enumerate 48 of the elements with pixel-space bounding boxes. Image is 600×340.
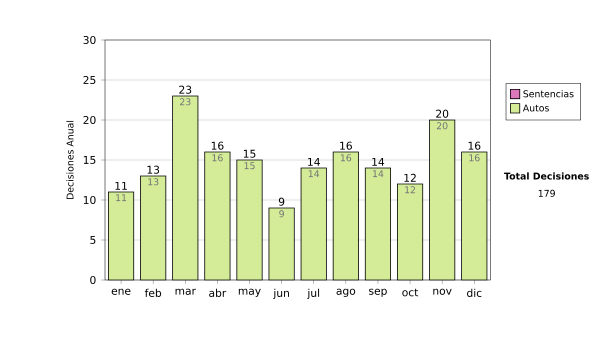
data-label: 16 xyxy=(340,154,352,162)
text: 179 xyxy=(538,190,555,197)
data-label: 15 xyxy=(244,162,255,170)
total-label: 20 xyxy=(436,110,448,118)
data-label: 23 xyxy=(180,98,190,106)
x-tick-label: may xyxy=(238,288,261,297)
data-label: 14 xyxy=(308,170,320,178)
total-label: 11 xyxy=(115,182,127,190)
data-label: 9 xyxy=(279,210,284,218)
total-label: 13 xyxy=(148,166,160,174)
y-tick-label: 10 xyxy=(84,196,96,204)
total-label: 16 xyxy=(468,142,480,150)
y-tick-label: 0 xyxy=(90,276,96,284)
data-label: 13 xyxy=(148,178,158,186)
total-label: 12 xyxy=(404,174,416,182)
x-tick-label: ago xyxy=(336,288,356,297)
total-label: 14 xyxy=(308,158,320,166)
y-tick-label: 15 xyxy=(84,156,96,164)
x-tick-label: ene xyxy=(112,288,130,295)
x-tick-label: jun xyxy=(273,288,289,300)
data-label: 11 xyxy=(116,194,126,202)
y-axis-title: Decisiones Anual xyxy=(66,120,74,199)
x-tick-label: feb xyxy=(144,288,162,297)
data-label: 16 xyxy=(469,154,480,162)
x-tick-label: mar xyxy=(176,288,196,295)
total-label: 14 xyxy=(372,158,384,166)
data-label: 12 xyxy=(405,186,416,194)
total-label: 23 xyxy=(179,86,192,94)
text: Total Decisiones xyxy=(504,172,589,180)
total-label: 15 xyxy=(244,150,256,158)
y-tick-label: 5 xyxy=(90,236,96,244)
legend-label: Sentencias xyxy=(523,90,574,98)
data-label: 20 xyxy=(436,122,448,130)
y-tick-label: 20 xyxy=(83,116,96,124)
x-tick-label: abr xyxy=(209,288,226,297)
y-tick-label: 30 xyxy=(84,36,96,44)
x-tick-label: jul xyxy=(307,288,320,300)
total-label: 16 xyxy=(340,142,352,150)
x-tick-label: nov xyxy=(433,288,452,295)
total-label: 9 xyxy=(278,198,284,206)
legend-label: Autos xyxy=(522,104,549,112)
data-label: 16 xyxy=(212,154,223,162)
total-label: 16 xyxy=(212,142,224,150)
x-tick-label: dic xyxy=(467,288,482,297)
y-tick-label: 25 xyxy=(83,76,96,84)
x-tick-label: oct xyxy=(402,288,418,296)
data-label: 14 xyxy=(373,170,384,178)
x-tick-label: sep xyxy=(369,288,387,297)
